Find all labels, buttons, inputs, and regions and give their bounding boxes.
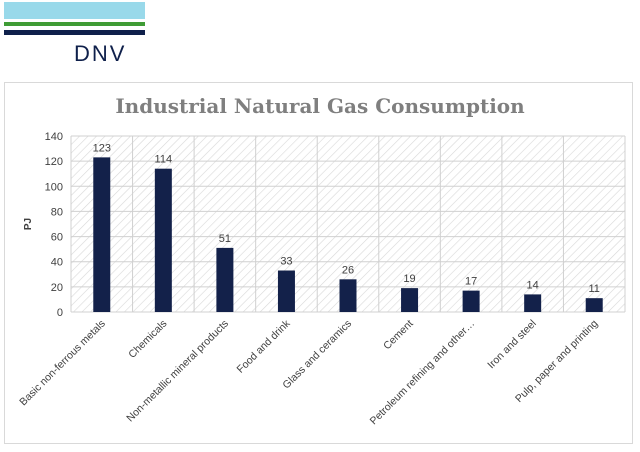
data-label: 123 (93, 142, 111, 154)
y-tick-label: 120 (45, 156, 63, 168)
y-tick-label: 40 (51, 257, 63, 269)
bar (585, 298, 603, 312)
logo-navy-line (4, 30, 145, 35)
bar (401, 288, 419, 312)
y-tick-label: 80 (51, 206, 63, 218)
y-tick-label: 140 (45, 131, 63, 143)
bar-chart: Industrial Natural Gas Consumption 0 20 40… (17, 94, 626, 427)
data-label: 26 (342, 264, 354, 276)
bar (93, 157, 111, 312)
x-tick-label: Iron and steel (485, 318, 538, 371)
bar (339, 279, 357, 312)
dnv-logo: DNV (0, 0, 150, 70)
y-tick-label: 60 (51, 232, 63, 244)
data-label: 14 (527, 279, 539, 291)
data-label-layer: 123 114 51 33 26 19 17 14 11 (93, 142, 600, 295)
data-label: 11 (589, 283, 600, 295)
data-label: 17 (465, 276, 477, 288)
chart-title: Industrial Natural Gas Consumption (115, 94, 525, 118)
chart-frame: Industrial Natural Gas Consumption 0 20 40… (4, 82, 633, 444)
bar (277, 270, 295, 312)
x-tick-layer: Basic non-ferrous metals ChemicalsNon-met… (17, 317, 600, 427)
bar (462, 290, 480, 312)
data-label: 19 (403, 273, 415, 285)
x-tick-label: Non-metallic mineral products (124, 318, 231, 425)
y-tick-label: 0 (57, 307, 63, 319)
x-tick-label: Food and drink (235, 317, 294, 376)
x-tick-label: Cement (381, 318, 416, 353)
bar (524, 294, 542, 312)
x-tick-label: Basic non-ferrous metals (17, 318, 108, 409)
bar (216, 247, 234, 312)
data-label: 51 (219, 233, 231, 245)
y-tick-label: 100 (45, 181, 63, 193)
x-tick-label: Petroleum refining and other… (368, 318, 478, 428)
logo-green-line (4, 22, 145, 26)
bar (154, 168, 172, 312)
data-label: 33 (280, 256, 292, 268)
logo-text: DNV (74, 41, 126, 66)
logo-sky-bar (4, 2, 145, 19)
y-tick-label: 20 (51, 282, 63, 294)
data-label: 114 (155, 154, 173, 166)
y-axis-title: PJ (23, 218, 34, 230)
y-tick-layer: 0 20 40 60 80 100 120 140 (45, 131, 63, 319)
bar-layer (93, 157, 603, 312)
x-tick-label: Chemicals (126, 318, 169, 361)
x-tick-label: Glass and ceramics (280, 318, 354, 392)
